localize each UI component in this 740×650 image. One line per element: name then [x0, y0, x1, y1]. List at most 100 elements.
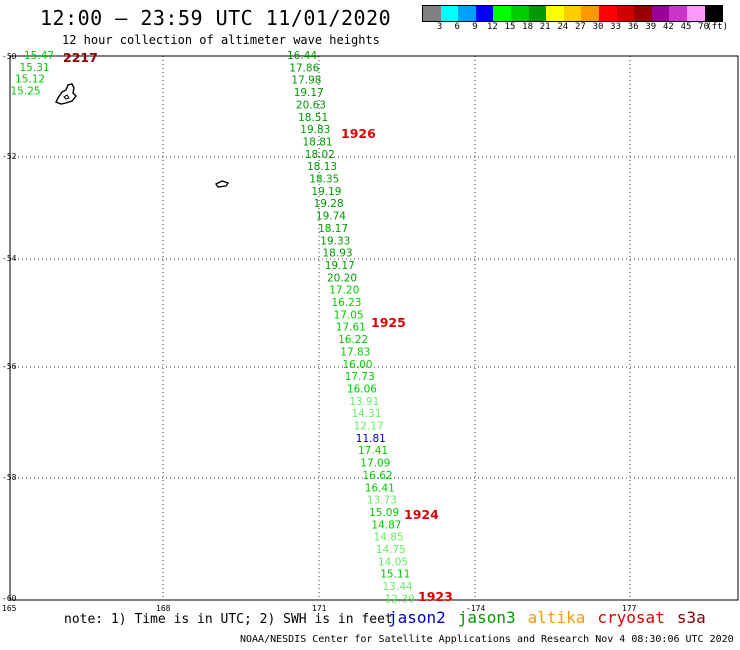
lat-label: -60: [2, 594, 17, 603]
map-subtitle: 12 hour collection of altimeter wave hei…: [62, 33, 380, 47]
pass-time-label: 1926: [341, 126, 376, 141]
legend-swatch: [440, 6, 459, 21]
lat-label: -54: [2, 254, 17, 263]
legend-swatch: [581, 6, 599, 21]
satellite-legend-item: cryosat: [597, 608, 665, 627]
legend-swatch: [651, 6, 670, 21]
wave-height-value: 18.93: [323, 248, 353, 260]
legend-swatch: [616, 6, 635, 21]
wave-height-value: 18.35: [309, 174, 339, 186]
wave-height-value: 13.73: [367, 495, 397, 507]
wave-height-value: 16.00: [343, 359, 373, 371]
legend-tick-label: 18: [522, 22, 534, 32]
wave-height-value: 14.31: [351, 408, 381, 420]
wave-height-value: 18.51: [298, 112, 328, 124]
wave-height-value: 18.13: [307, 161, 337, 173]
wave-height-value: 16.06: [347, 383, 377, 395]
lon-label: 171: [312, 604, 327, 613]
legend-swatch: [634, 6, 652, 21]
wave-height-value: 17.73: [345, 371, 375, 383]
wave-height-value: 16.62: [363, 470, 393, 482]
islands: [55, 83, 230, 188]
satellite-legend-item: jason3: [457, 608, 516, 627]
legend-tick-label: 45: [680, 22, 692, 32]
macquarie-islet-shape: [215, 180, 230, 188]
wave-height-value: 15.12: [15, 74, 45, 86]
legend-swatch: [546, 6, 564, 21]
legend-tick-label: 33: [610, 22, 622, 32]
wave-height-value: 17.86: [289, 62, 319, 74]
wave-height-value: 14.85: [374, 532, 404, 544]
wave-height-value: 15.47: [24, 50, 54, 62]
wave-height-value: 15.11: [380, 569, 410, 581]
legend-tick-label: 42: [662, 22, 674, 32]
pass-time-label: 1923: [418, 589, 453, 604]
wave-height-value: 12.39: [385, 593, 415, 605]
wave-height-value: 20.20: [327, 272, 357, 284]
legend-swatch: [510, 6, 529, 21]
color-scale-labels: 3 6 9 12 15 18 21 24 27 30 33 36 39 42 45 70 (ft): [422, 22, 740, 34]
lon-label: 165: [2, 604, 17, 613]
lat-label: -50: [2, 52, 17, 61]
wave-height-value: 16.44: [287, 50, 317, 62]
wave-height-value: 17.61: [336, 322, 366, 334]
wave-height-value: 18.02: [305, 149, 335, 161]
lat-lon-grid: [10, 56, 738, 600]
wave-height-value: 14.05: [378, 556, 408, 568]
wave-height-value: 19.17: [294, 87, 324, 99]
legend-swatch: [704, 6, 723, 21]
lon-label: 177: [622, 604, 637, 613]
wave-height-value: 11.81: [356, 433, 386, 445]
wave-height-value: 15.09: [369, 507, 399, 519]
wave-height-value: 16.22: [338, 334, 368, 346]
wave-height-value: 17.98: [291, 75, 321, 87]
wave-height-value: 13.91: [349, 396, 379, 408]
color-scale-legend: [422, 5, 724, 22]
legend-swatch: [423, 6, 441, 21]
lat-label: -52: [2, 152, 17, 161]
map-title: 12:00 – 23:59 UTC 11/01/2020: [40, 6, 392, 30]
legend-tick-label: 3: [436, 22, 443, 32]
auckland-island-islet: [63, 94, 70, 100]
wave-height-value: 19.28: [314, 198, 344, 210]
wave-height-value: 17.05: [334, 309, 364, 321]
pass-time-labels: 2217 1926 1925 1924 1923: [63, 50, 453, 604]
legend-swatch: [528, 6, 547, 21]
wave-height-value: 14.75: [376, 544, 406, 556]
legend-tick-label: 39: [645, 22, 657, 32]
wave-height-value: 17.20: [329, 285, 359, 297]
legend-tick-label: 27: [574, 22, 586, 32]
legend-tick-label: 6: [454, 22, 460, 32]
wave-height-value: 19.19: [311, 186, 341, 198]
legend-swatch: [458, 6, 476, 21]
pass-time-label: 1925: [371, 315, 406, 330]
satellite-legend: jason2 jason3 altika cryosat s3a: [388, 608, 718, 627]
legend-tick-label: 9: [472, 22, 478, 32]
wave-height-value: 19.17: [325, 260, 355, 272]
wave-height-value: 12.17: [354, 421, 384, 433]
wave-height-value: 18.81: [303, 136, 333, 148]
legend-swatch: [686, 6, 705, 21]
pass-time-label: 2217: [63, 50, 98, 65]
map-frame: [9, 55, 739, 601]
wave-height-value: 19.83: [300, 124, 330, 136]
wave-height-value: 14.87: [371, 519, 401, 531]
wave-height-value: 19.74: [316, 211, 346, 223]
satellite-legend-item: s3a: [676, 608, 706, 627]
wave-height-value: 16.41: [365, 482, 395, 494]
wave-height-value: 19.33: [320, 235, 350, 247]
wave-height-value: 15.31: [20, 62, 50, 74]
wave-height-value: 17.09: [360, 458, 390, 470]
campbell-island-shape: [55, 83, 77, 105]
wave-height-value: 13.44: [383, 581, 413, 593]
credit-line: NOAA/NESDIS Center for Satellite Applica…: [240, 634, 734, 645]
legend-tick-label: (ft): [706, 22, 729, 32]
legend-tick-label: 21: [539, 22, 551, 32]
units-note: note: 1) Time is in UTC; 2) SWH is in fe…: [64, 612, 393, 627]
wave-height-value: 20.63: [296, 99, 326, 111]
legend-swatch: [669, 6, 687, 21]
legend-tick-label: 30: [592, 22, 604, 32]
